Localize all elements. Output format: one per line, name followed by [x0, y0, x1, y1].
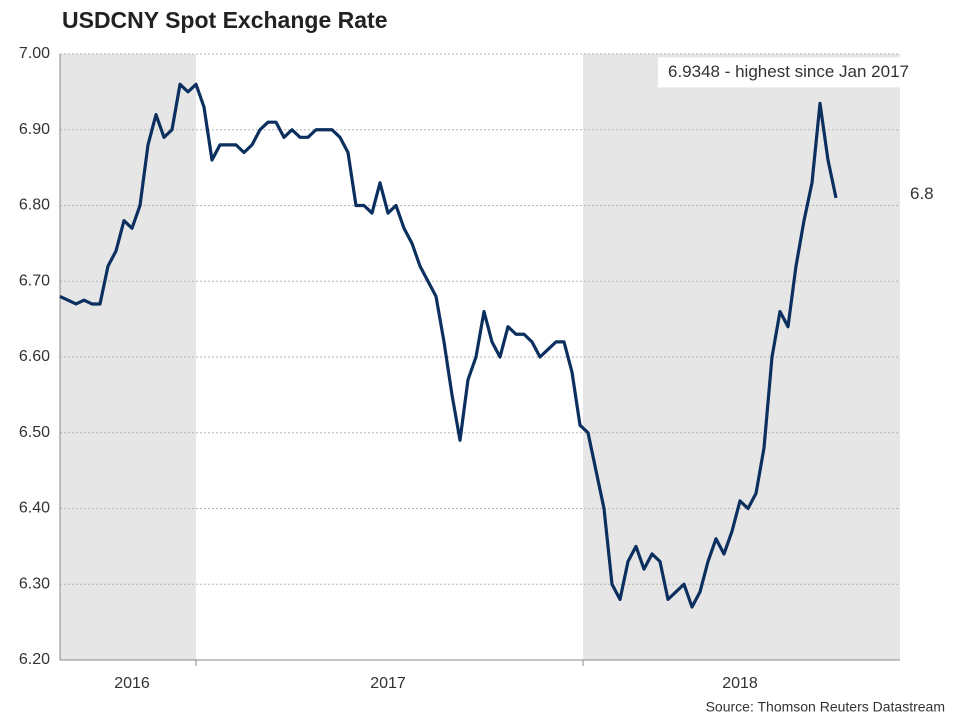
y-tick-label: 6.60 [19, 348, 50, 365]
y-tick-label: 6.30 [19, 575, 50, 592]
source: Source: Thomson Reuters Datastream [706, 699, 945, 715]
y-tick-label: 6.40 [19, 500, 50, 517]
y-tick-label: 6.80 [19, 197, 50, 214]
annotation: 6.8 [910, 184, 934, 203]
line-series [59, 82, 838, 609]
y-tick-label: 6.90 [19, 121, 50, 138]
y-tick-label: 6.70 [19, 272, 50, 289]
y-tick-label: 6.20 [19, 651, 50, 668]
y-tick-label: 6.50 [19, 424, 50, 441]
annotation: 6.9348 - highest since Jan 2017 [668, 62, 909, 81]
annotation-box [658, 57, 946, 88]
x-tick-label: 2018 [722, 675, 758, 692]
x-tick-label: 2016 [114, 675, 150, 692]
y-tick-label: 7.00 [19, 45, 50, 62]
x-tick-label: 2017 [370, 675, 406, 692]
chart-title: USDCNY Spot Exchange Rate [62, 7, 387, 33]
